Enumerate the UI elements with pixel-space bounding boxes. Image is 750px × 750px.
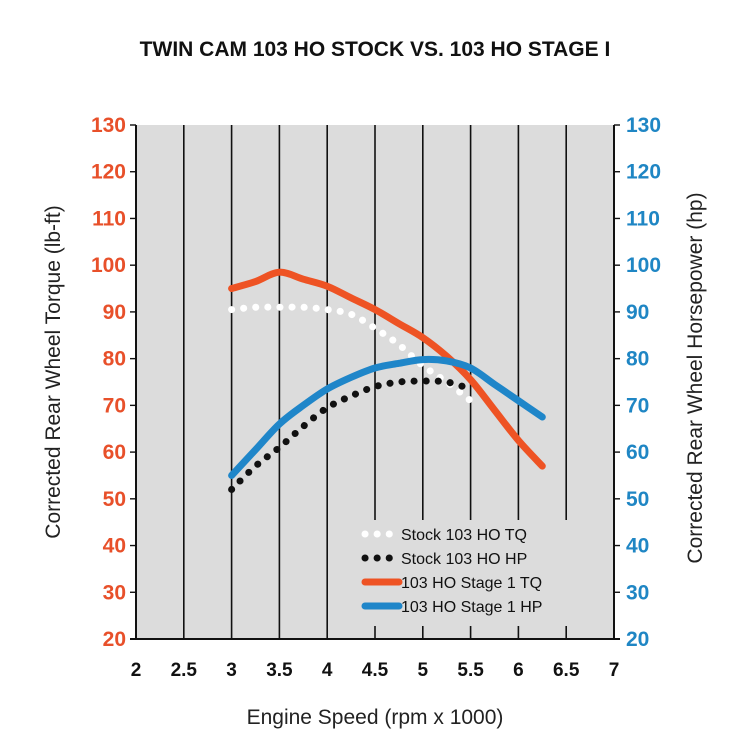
chart-title: TWIN CAM 103 HO STOCK VS. 103 HO STAGE I — [140, 38, 611, 61]
y-tick-right-label: 100 — [626, 254, 661, 277]
y-tick-right-label: 80 — [626, 348, 649, 371]
tick-labels: 130 120 110 100 90 80 70 60 50 40 30 20 130 120 110 100… — [91, 114, 661, 681]
legend-label: 103 HO Stage 1 TQ — [401, 575, 542, 592]
y-tick-left-label: 120 — [91, 161, 126, 184]
x-tick-label: 6 — [513, 660, 524, 681]
y-tick-left-label: 80 — [103, 348, 126, 371]
x-tick-label: 3 — [226, 660, 237, 681]
y-tick-right-label: 90 — [626, 301, 649, 324]
series-stock-tq — [228, 303, 475, 405]
series-stage1-tq — [228, 268, 546, 470]
legend-label: Stock 103 HO HP — [401, 551, 527, 568]
y-axis-right-label: Corrected Rear Wheel Horsepower (hp) — [684, 192, 707, 563]
y-tick-right-label: 20 — [626, 628, 649, 651]
y-tick-left-label: 70 — [103, 394, 126, 417]
x-tick-label: 2 — [131, 660, 142, 681]
y-tick-left-label: 110 — [92, 207, 126, 230]
y-tick-right-label: 110 — [626, 207, 660, 230]
y-tick-left-label: 30 — [103, 581, 126, 604]
y-tick-right-label: 30 — [626, 581, 649, 604]
y-tick-left-label: 50 — [103, 488, 126, 511]
x-tick-label: 4.5 — [362, 660, 389, 681]
legend-label: 103 HO Stage 1 HP — [401, 599, 542, 616]
y-tick-left-label: 90 — [103, 301, 126, 324]
y-tick-right-label: 130 — [626, 114, 661, 137]
y-tick-left-label: 20 — [103, 628, 126, 651]
y-tick-right-label: 40 — [626, 535, 649, 558]
y-tick-right-label: 60 — [626, 441, 649, 464]
y-tick-left-label: 40 — [103, 535, 126, 558]
x-tick-label: 7 — [609, 660, 620, 681]
x-tick-label: 4 — [322, 660, 333, 681]
y-axis-left-label: Corrected Rear Wheel Torque (lb-ft) — [42, 205, 65, 538]
legend-label: Stock 103 HO TQ — [401, 527, 527, 544]
y-tick-left-label: 100 — [91, 254, 126, 277]
y-tick-right-label: 50 — [626, 488, 649, 511]
y-tick-left-label: 60 — [103, 441, 126, 464]
series-stage1-hp — [228, 355, 546, 479]
x-tick-label: 2.5 — [171, 660, 198, 681]
y-tick-right-label: 70 — [626, 394, 649, 417]
x-tick-label: 5.5 — [457, 660, 484, 681]
series-layer — [228, 268, 546, 493]
legend: Stock 103 HO TQ Stock 103 HO HP 103 HO Sta… — [355, 520, 595, 626]
x-tick-label: 5 — [418, 660, 429, 681]
y-tick-left-label: 130 — [91, 114, 126, 137]
y-tick-right-label: 120 — [626, 161, 661, 184]
x-tick-label: 6.5 — [553, 660, 580, 681]
x-axis-label: Engine Speed (rpm x 1000) — [247, 706, 504, 729]
x-tick-label: 3.5 — [266, 660, 293, 681]
